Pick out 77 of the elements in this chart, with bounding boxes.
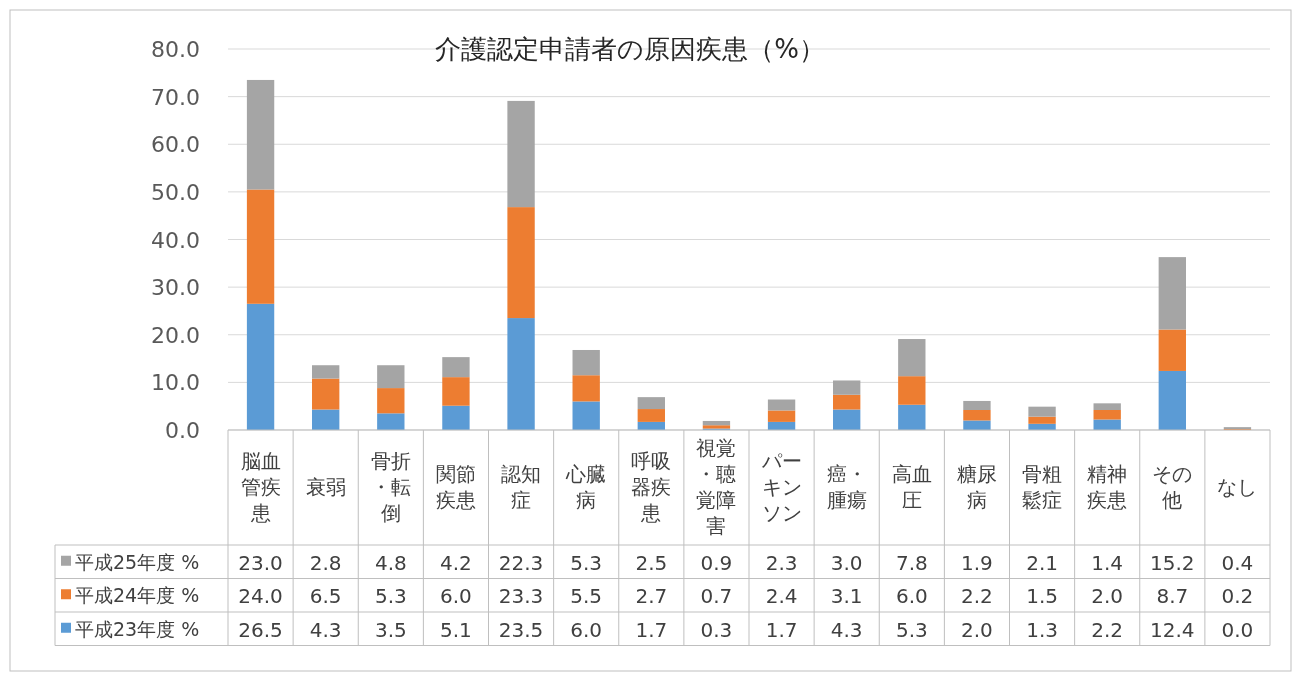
x-tick-label: 精神疾患: [1087, 461, 1128, 512]
x-tick-label: 脳血管疾患: [240, 448, 281, 525]
data-label: 2.8: [309, 550, 342, 575]
data-label: 6.0: [895, 584, 928, 609]
data-label: 2.4: [765, 584, 798, 609]
data-label: 1.3: [1026, 617, 1058, 642]
data-label: 5.5: [570, 584, 603, 609]
x-tick-label: なし: [1217, 474, 1258, 499]
x-tick-label: 心臓病: [565, 461, 607, 512]
data-label: 24.0: [238, 584, 283, 609]
data-label: 1.7: [635, 617, 668, 642]
data-label: 2.5: [635, 550, 668, 575]
data-label: 3.5: [374, 617, 407, 642]
data-label: 5.3: [374, 584, 407, 609]
data-label: 2.2: [1091, 617, 1124, 642]
data-label: 4.2: [440, 550, 472, 575]
x-tick-label: 骨粗鬆症: [1022, 461, 1063, 512]
data-label: 2.3: [765, 550, 798, 575]
data-label: 22.3: [498, 550, 544, 575]
y-tick-label: 40.0: [151, 227, 200, 253]
data-label: 0.7: [700, 584, 733, 609]
data-label: 0.2: [1221, 584, 1254, 609]
data-label: 3.0: [830, 550, 863, 575]
data-label: 12.4: [1150, 617, 1195, 642]
y-tick-label: 60.0: [151, 132, 200, 158]
data-label: 7.8: [895, 550, 928, 575]
data-label: 4.3: [830, 617, 863, 642]
x-tick-label: その他: [1152, 461, 1193, 512]
data-label: 15.2: [1150, 550, 1195, 575]
data-label: 5.1: [440, 617, 472, 642]
data-label: 2.2: [961, 584, 993, 609]
data-label: 1.7: [765, 617, 798, 642]
data-label: 4.8: [374, 550, 407, 575]
data-label: 0.4: [1221, 550, 1254, 575]
x-tick-label: 衰弱: [305, 474, 346, 499]
y-tick-label: 80.0: [151, 37, 200, 62]
legend-label: 平成25年度 %: [75, 550, 200, 573]
y-tick-label: 20.0: [151, 322, 200, 348]
data-label: 2.7: [635, 584, 668, 609]
data-label: 0.3: [700, 617, 733, 642]
data-label: 0.9: [700, 550, 733, 575]
data-label: 23.3: [498, 584, 544, 609]
x-tick-label: 認知症: [501, 461, 542, 512]
chart-title: 介護認定申請者の原因疾患（%）: [435, 34, 825, 64]
data-label: 1.9: [961, 550, 993, 575]
x-tick-label: 視覚・聴覚障害: [696, 435, 737, 538]
x-tick-label: 関節疾患: [435, 461, 476, 512]
y-tick-label: 10.0: [151, 370, 200, 396]
data-label: 26.5: [238, 617, 283, 642]
data-label: 2.0: [1091, 584, 1124, 609]
x-tick-label: 高血圧: [891, 461, 932, 512]
y-tick-label: 0.0: [165, 418, 200, 443]
y-tick-label: 30.0: [151, 275, 200, 301]
data-label: 1.4: [1091, 550, 1124, 575]
y-tick-label: 70.0: [151, 84, 200, 110]
legend-label: 平成23年度 %: [75, 617, 200, 640]
x-tick-label: 骨折・転倒: [370, 448, 411, 525]
data-label: 23.5: [498, 617, 544, 642]
data-label: 6.5: [309, 584, 342, 609]
data-label: 2.0: [961, 617, 993, 642]
data-label: 1.5: [1026, 584, 1058, 609]
y-tick-label: 50.0: [151, 179, 200, 205]
data-label: 6.0: [440, 584, 472, 609]
data-label: 23.0: [238, 550, 283, 575]
data-label: 4.3: [309, 617, 342, 642]
x-tick-label: 癌・腫瘍: [826, 461, 867, 512]
x-tick-label: パーキンソン: [760, 448, 802, 525]
data-label: 5.3: [570, 550, 603, 575]
data-label: 5.3: [895, 617, 928, 642]
data-label: 3.1: [830, 584, 863, 609]
x-tick-label: 呼吸器疾患: [631, 448, 672, 525]
data-label: 8.7: [1156, 584, 1189, 609]
data-label: 2.1: [1026, 550, 1058, 575]
legend-label: 平成24年度 %: [75, 584, 200, 607]
data-label: 6.0: [570, 617, 603, 642]
x-tick-label: 糖尿病: [956, 461, 997, 512]
data-label: 0.0: [1221, 617, 1254, 642]
